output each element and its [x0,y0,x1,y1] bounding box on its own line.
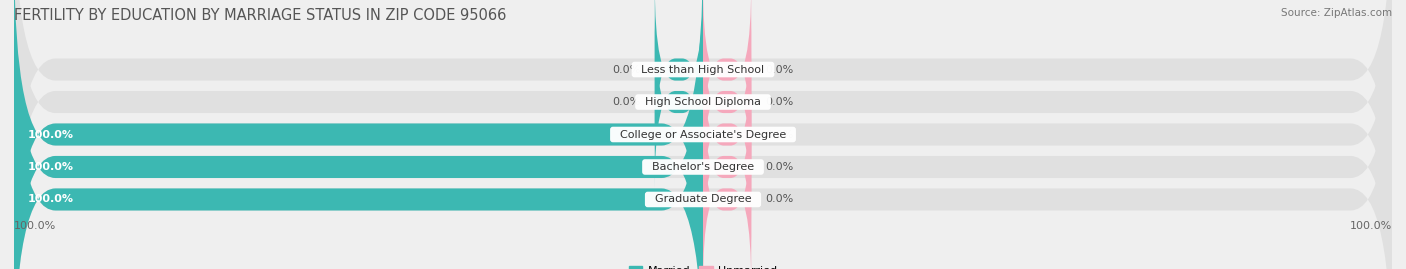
FancyBboxPatch shape [14,16,703,269]
FancyBboxPatch shape [14,16,1392,269]
FancyBboxPatch shape [703,0,751,156]
FancyBboxPatch shape [655,16,703,188]
Text: 0.0%: 0.0% [613,97,641,107]
Text: 100.0%: 100.0% [14,221,56,231]
FancyBboxPatch shape [14,0,1392,269]
FancyBboxPatch shape [14,0,703,269]
Text: 0.0%: 0.0% [613,65,641,75]
FancyBboxPatch shape [703,81,751,253]
FancyBboxPatch shape [14,0,1392,253]
Text: 100.0%: 100.0% [28,129,75,140]
FancyBboxPatch shape [703,16,751,188]
Text: High School Diploma: High School Diploma [638,97,768,107]
Text: 100.0%: 100.0% [1350,221,1392,231]
Text: 100.0%: 100.0% [28,162,75,172]
Text: 0.0%: 0.0% [765,194,793,204]
FancyBboxPatch shape [14,0,1392,269]
FancyBboxPatch shape [703,48,751,221]
Text: College or Associate's Degree: College or Associate's Degree [613,129,793,140]
Text: 0.0%: 0.0% [765,129,793,140]
Text: Bachelor's Degree: Bachelor's Degree [645,162,761,172]
Text: Source: ZipAtlas.com: Source: ZipAtlas.com [1281,8,1392,18]
Text: 0.0%: 0.0% [765,162,793,172]
FancyBboxPatch shape [14,0,703,269]
Text: Graduate Degree: Graduate Degree [648,194,758,204]
Text: 0.0%: 0.0% [765,97,793,107]
Text: 0.0%: 0.0% [765,65,793,75]
FancyBboxPatch shape [703,113,751,269]
Legend: Married, Unmarried: Married, Unmarried [624,261,782,269]
Text: FERTILITY BY EDUCATION BY MARRIAGE STATUS IN ZIP CODE 95066: FERTILITY BY EDUCATION BY MARRIAGE STATU… [14,8,506,23]
FancyBboxPatch shape [14,0,1392,269]
Text: Less than High School: Less than High School [634,65,772,75]
FancyBboxPatch shape [655,0,703,156]
Text: 100.0%: 100.0% [28,194,75,204]
